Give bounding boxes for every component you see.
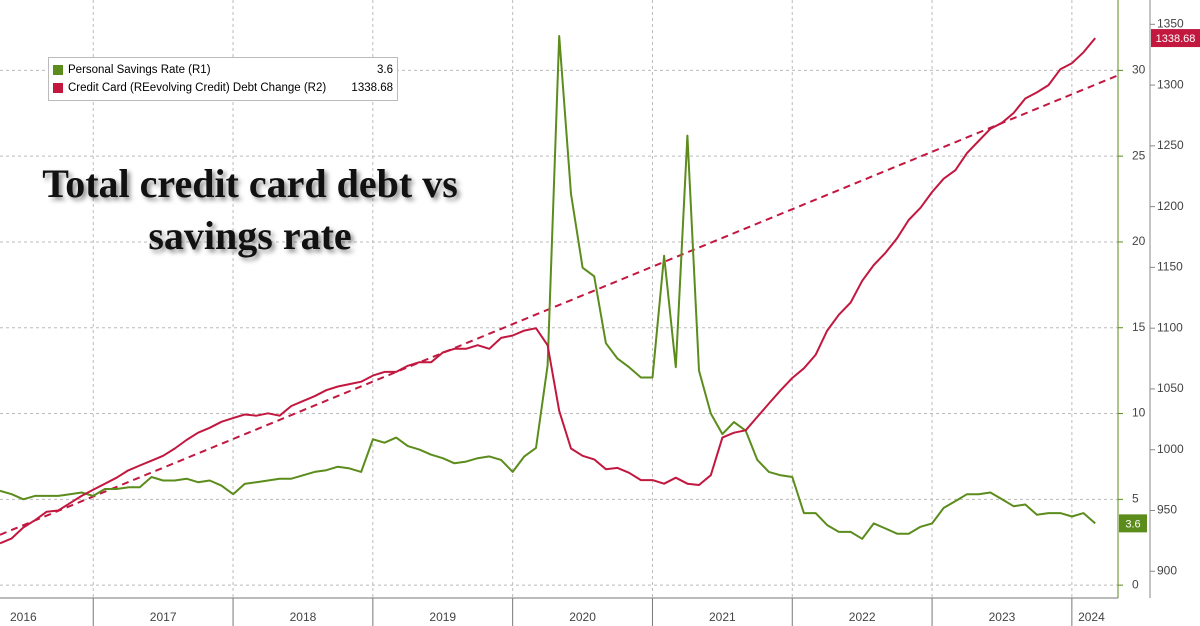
x-tick-label: 2021 — [709, 610, 736, 624]
x-tick-label: 2019 — [429, 610, 456, 624]
y-tick-label: 10 — [1132, 406, 1146, 420]
y-tick-label: 25 — [1132, 148, 1146, 162]
legend-entry: Credit Card (REevolving Credit) Debt Cha… — [53, 79, 393, 97]
chart-title: Total credit card debt vs savings rate — [42, 161, 458, 258]
x-tick-label: 2022 — [849, 610, 876, 624]
y2-tick-label: 1300 — [1157, 77, 1184, 91]
x-tick-label: 2024 — [1078, 610, 1105, 624]
y2-tick-label: 1250 — [1157, 138, 1184, 152]
y-tick-label: 30 — [1132, 63, 1146, 77]
y2-tick-label: 1200 — [1157, 199, 1184, 213]
legend-swatch — [53, 83, 63, 93]
x-tick-label: 2016 — [10, 610, 37, 624]
legend: Personal Savings Rate (R1) 3.6 Credit Card… — [48, 57, 398, 101]
legend-value: 1338.68 — [351, 82, 393, 94]
last-value-label: 3.6 — [1125, 518, 1140, 530]
y2-tick-label: 1100 — [1157, 320, 1183, 334]
legend-value: 3.6 — [377, 64, 393, 76]
y-tick-label: 0 — [1132, 577, 1139, 591]
legend-entry: Personal Savings Rate (R1) 3.6 — [53, 61, 393, 79]
last-value-label: 1338.68 — [1156, 33, 1196, 45]
y2-tick-label: 1050 — [1157, 381, 1184, 395]
last-value-tag — [1119, 514, 1147, 533]
x-tick-label: 2017 — [150, 610, 177, 624]
legend-label: Credit Card (REevolving Credit) Debt Cha… — [68, 82, 327, 94]
x-tick-label: 2020 — [569, 610, 596, 624]
x-tick-label: 2018 — [290, 610, 317, 624]
y2-tick-label: 1000 — [1157, 442, 1184, 456]
last-value-tag — [1151, 29, 1200, 48]
x-tick-label: 2023 — [989, 610, 1016, 624]
y-tick-label: 5 — [1132, 492, 1139, 506]
legend-swatch — [53, 65, 63, 75]
y-tick-label: 15 — [1132, 320, 1146, 334]
y2-tick-label: 950 — [1157, 503, 1177, 517]
y2-tick-label: 1150 — [1157, 260, 1183, 274]
series-line — [0, 35, 1096, 540]
y2-tick-label: 1350 — [1157, 16, 1184, 30]
series-line — [0, 37, 1096, 545]
y2-tick-label: 900 — [1157, 563, 1177, 577]
legend-label: Personal Savings Rate (R1) — [68, 64, 211, 76]
y-tick-label: 20 — [1132, 234, 1146, 248]
trend-line — [0, 74, 1119, 536]
